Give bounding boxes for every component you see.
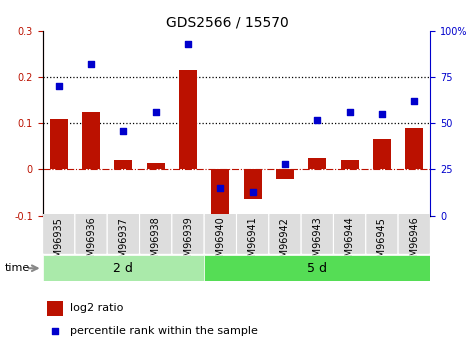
Point <box>51 328 59 334</box>
Bar <box>373 139 391 169</box>
Bar <box>50 119 68 169</box>
Point <box>120 128 127 134</box>
Bar <box>204 255 430 281</box>
Bar <box>308 158 326 169</box>
Bar <box>43 255 204 281</box>
Point <box>249 189 256 194</box>
FancyBboxPatch shape <box>140 213 172 254</box>
Point <box>184 41 192 47</box>
Point <box>152 109 159 115</box>
FancyBboxPatch shape <box>366 213 398 254</box>
Bar <box>405 128 423 169</box>
Point <box>378 111 385 117</box>
FancyBboxPatch shape <box>236 213 269 254</box>
Text: GSM96940: GSM96940 <box>215 217 225 269</box>
Text: log2 ratio: log2 ratio <box>70 303 123 313</box>
Bar <box>179 70 197 169</box>
FancyBboxPatch shape <box>107 213 140 254</box>
Text: 2 d: 2 d <box>114 262 133 275</box>
Text: GSM96944: GSM96944 <box>345 217 355 269</box>
Text: GSM96946: GSM96946 <box>409 217 419 269</box>
Text: GSM96935: GSM96935 <box>54 217 64 269</box>
Point <box>87 61 95 67</box>
FancyBboxPatch shape <box>43 213 75 254</box>
Text: GDS2566 / 15570: GDS2566 / 15570 <box>166 16 289 30</box>
Text: GSM96941: GSM96941 <box>248 217 258 269</box>
Bar <box>147 162 165 169</box>
FancyBboxPatch shape <box>172 213 204 254</box>
Bar <box>276 169 294 179</box>
Bar <box>114 160 132 169</box>
Point <box>217 185 224 191</box>
Text: GSM96943: GSM96943 <box>312 217 322 269</box>
Bar <box>211 169 229 229</box>
Point <box>314 117 321 122</box>
FancyBboxPatch shape <box>75 213 107 254</box>
Text: GSM96938: GSM96938 <box>151 217 161 269</box>
FancyBboxPatch shape <box>301 213 333 254</box>
Text: GSM96937: GSM96937 <box>118 217 128 269</box>
FancyBboxPatch shape <box>269 213 301 254</box>
FancyBboxPatch shape <box>333 213 366 254</box>
Text: GSM96945: GSM96945 <box>377 217 387 269</box>
Point <box>281 161 289 167</box>
Text: percentile rank within the sample: percentile rank within the sample <box>70 326 257 336</box>
Bar <box>244 169 262 199</box>
Text: time: time <box>5 264 30 273</box>
Point <box>346 109 353 115</box>
FancyBboxPatch shape <box>204 213 236 254</box>
Text: GSM96936: GSM96936 <box>86 217 96 269</box>
Bar <box>341 160 359 169</box>
FancyBboxPatch shape <box>398 213 430 254</box>
Text: GSM96942: GSM96942 <box>280 217 290 269</box>
Point <box>411 98 418 104</box>
Bar <box>82 112 100 169</box>
Text: 5 d: 5 d <box>307 262 327 275</box>
Point <box>55 84 62 89</box>
Text: GSM96939: GSM96939 <box>183 217 193 269</box>
Bar <box>47 301 62 316</box>
